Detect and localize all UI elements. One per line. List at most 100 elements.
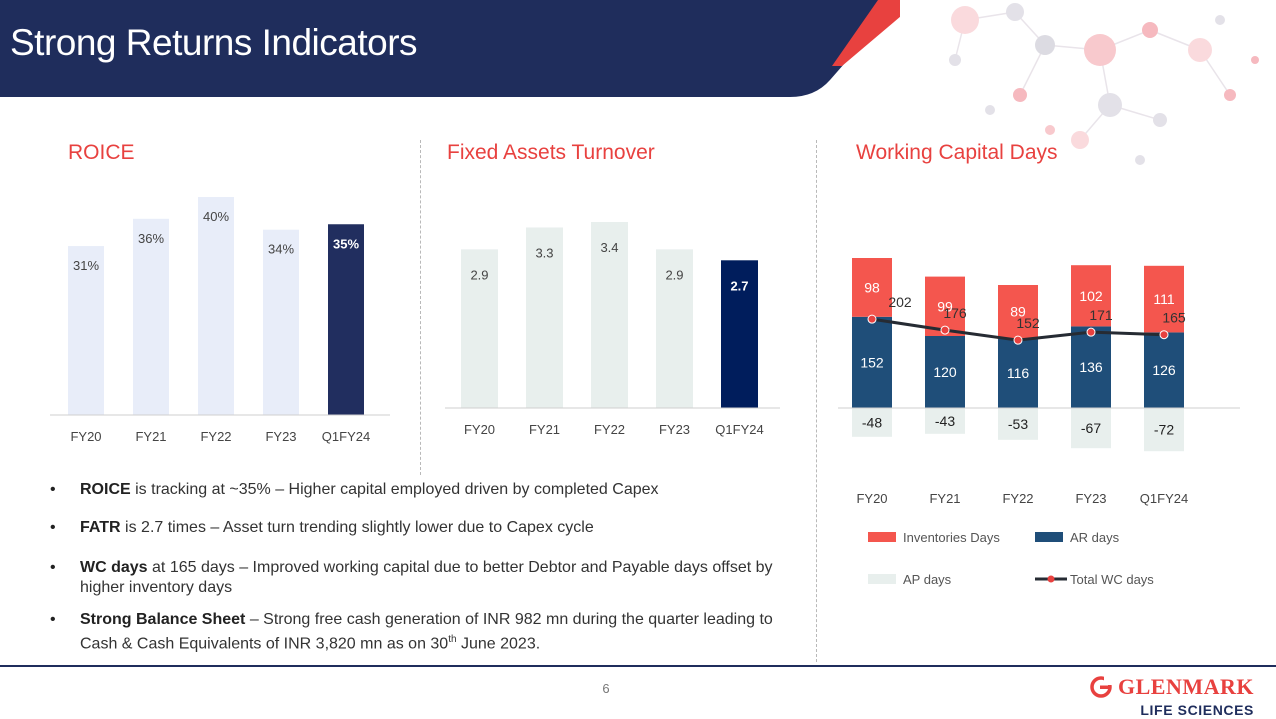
ar-label-fy21: 120 bbox=[933, 364, 957, 380]
inventory-bar-q1fy24 bbox=[1144, 265, 1184, 333]
ar-label-fy20: 152 bbox=[860, 354, 884, 370]
page-number: 6 bbox=[602, 681, 610, 696]
x-tick-fy23: FY23 bbox=[265, 429, 296, 444]
x-tick-fy21: FY21 bbox=[135, 429, 166, 444]
bullet-wc-days: WC days at 165 days – Improved working c… bbox=[50, 558, 810, 598]
ar-bar-fy22 bbox=[998, 338, 1038, 408]
x-tick-fy20: FY20 bbox=[856, 491, 887, 506]
molecule-decoration bbox=[949, 3, 1259, 165]
legend-label-ap-days: AP days bbox=[903, 572, 952, 587]
legend-marker-total-wc-days bbox=[1047, 575, 1055, 583]
inventory-bar-fy23 bbox=[1071, 265, 1111, 327]
inventory-bar-fy20 bbox=[852, 258, 892, 317]
total-wc-label-fy22: 152 bbox=[1016, 315, 1040, 331]
bar-fy21 bbox=[526, 227, 563, 408]
x-tick-fy23: FY23 bbox=[1075, 491, 1106, 506]
brand-name: GLENMARK bbox=[1118, 674, 1254, 699]
fat-chart: 2.9 FY20 3.3 FY21 3.4 FY22 2.9 FY23 2.7 Q1FY24 bbox=[445, 222, 780, 437]
ap-bar-q1fy24 bbox=[1144, 408, 1184, 452]
brand-logo: GLENMARK LIFE SCIENCES bbox=[1090, 674, 1254, 718]
inventory-label-fy23: 102 bbox=[1079, 288, 1103, 304]
roice-chart-title: ROICE bbox=[68, 141, 135, 164]
data-label-q1fy24: 35% bbox=[333, 236, 359, 251]
bullet-balance-sheet: Strong Balance Sheet – Strong free cash … bbox=[50, 610, 810, 654]
brand-subtitle: LIFE SCIENCES bbox=[1140, 702, 1254, 718]
x-tick-fy23: FY23 bbox=[659, 422, 690, 437]
data-label-fy23: 2.9 bbox=[665, 267, 683, 282]
page-title: Strong Returns Indicators bbox=[10, 22, 418, 63]
x-tick-fy21: FY21 bbox=[929, 491, 960, 506]
bar-fy20 bbox=[68, 246, 104, 415]
ap-bar-fy20 bbox=[852, 408, 892, 437]
x-tick-fy22: FY22 bbox=[200, 429, 231, 444]
inventory-label-q1fy24: 111 bbox=[1153, 291, 1174, 307]
bar-fy21 bbox=[133, 218, 169, 415]
data-label-fy23: 34% bbox=[268, 242, 294, 257]
ap-bar-fy23 bbox=[1071, 408, 1111, 449]
glenmark-logo-icon bbox=[1090, 676, 1112, 698]
legend-swatch-ar-days bbox=[1035, 532, 1063, 542]
divider-left bbox=[420, 140, 421, 475]
bar-fy20 bbox=[461, 249, 498, 408]
total-wc-label-fy23: 171 bbox=[1089, 307, 1113, 323]
total-wc-label-fy21: 176 bbox=[943, 305, 967, 321]
inventory-label-fy21: 99 bbox=[937, 298, 953, 314]
x-tick-q1fy24: Q1FY24 bbox=[322, 429, 370, 444]
data-label-fy22: 40% bbox=[203, 209, 229, 224]
total-wc-point-fy21 bbox=[940, 325, 950, 335]
ar-bar-fy23 bbox=[1071, 326, 1111, 408]
ap-label-fy21: -43 bbox=[935, 413, 955, 429]
bar-fy22 bbox=[198, 197, 234, 415]
bar-q1fy24 bbox=[721, 260, 758, 408]
legend-swatch-inventories-days bbox=[868, 532, 896, 542]
x-tick-fy22: FY22 bbox=[594, 422, 625, 437]
legend-label-ar-days: AR days bbox=[1070, 530, 1120, 545]
data-label-fy20: 2.9 bbox=[470, 267, 488, 282]
data-label-q1fy24: 2.7 bbox=[730, 278, 748, 293]
ar-label-q1fy24: 126 bbox=[1152, 362, 1176, 378]
legend-label-total-wc-days: Total WC days bbox=[1070, 572, 1154, 587]
total-wc-label-q1fy24: 165 bbox=[1162, 310, 1186, 326]
footer-rule bbox=[0, 665, 1276, 667]
bullet-roice: ROICE is tracking at ~35% – Higher capit… bbox=[50, 480, 810, 500]
total-wc-point-fy20 bbox=[867, 314, 877, 324]
x-tick-q1fy24: Q1FY24 bbox=[1140, 491, 1188, 506]
divider-right bbox=[816, 140, 817, 662]
data-label-fy20: 31% bbox=[73, 258, 99, 273]
bar-fy23 bbox=[263, 229, 299, 415]
ap-label-fy20: -48 bbox=[862, 414, 882, 430]
wc-chart: 152 98 -48 FY20 120 99 -43 FY21 116 89 -53 FY22 136 1… bbox=[838, 258, 1240, 587]
x-tick-fy20: FY20 bbox=[70, 429, 101, 444]
total-wc-point-fy23 bbox=[1086, 327, 1096, 337]
ar-label-fy23: 136 bbox=[1079, 359, 1103, 375]
ar-bar-q1fy24 bbox=[1144, 332, 1184, 408]
roice-chart: 31% FY20 36% FY21 40% FY22 34% FY23 35% Q1FY24 bbox=[50, 197, 390, 444]
ap-bar-fy22 bbox=[998, 408, 1038, 440]
x-tick-fy20: FY20 bbox=[464, 422, 495, 437]
legend-label-inventories-days: Inventories Days bbox=[903, 530, 1000, 545]
inventory-label-fy20: 98 bbox=[864, 279, 880, 295]
data-label-fy21: 36% bbox=[138, 231, 164, 246]
total-wc-point-fy22 bbox=[1013, 335, 1023, 345]
ar-bar-fy21 bbox=[925, 336, 965, 408]
ap-bar-fy21 bbox=[925, 408, 965, 434]
bar-fy22 bbox=[591, 222, 628, 408]
x-tick-fy21: FY21 bbox=[529, 422, 560, 437]
inventory-label-fy22: 89 bbox=[1010, 304, 1026, 320]
inventory-bar-fy22 bbox=[998, 285, 1038, 339]
bullet-fatr: FATR is 2.7 times – Asset turn trending … bbox=[50, 518, 810, 538]
ap-label-q1fy24: -72 bbox=[1154, 422, 1174, 438]
legend-swatch-ap-days bbox=[868, 574, 896, 584]
bar-fy23 bbox=[656, 249, 693, 408]
x-tick-fy22: FY22 bbox=[1002, 491, 1033, 506]
header-band bbox=[0, 0, 900, 97]
ar-label-fy22: 116 bbox=[1007, 365, 1030, 381]
x-tick-q1fy24: Q1FY24 bbox=[715, 422, 763, 437]
total-wc-label-fy20: 202 bbox=[888, 294, 912, 310]
fat-chart-title: Fixed Assets Turnover bbox=[447, 141, 655, 164]
data-label-fy21: 3.3 bbox=[535, 245, 553, 260]
wc-chart-title: Working Capital Days bbox=[856, 141, 1058, 164]
ar-bar-fy20 bbox=[852, 316, 892, 408]
bar-q1fy24 bbox=[328, 224, 364, 415]
data-label-fy22: 3.4 bbox=[600, 240, 618, 255]
